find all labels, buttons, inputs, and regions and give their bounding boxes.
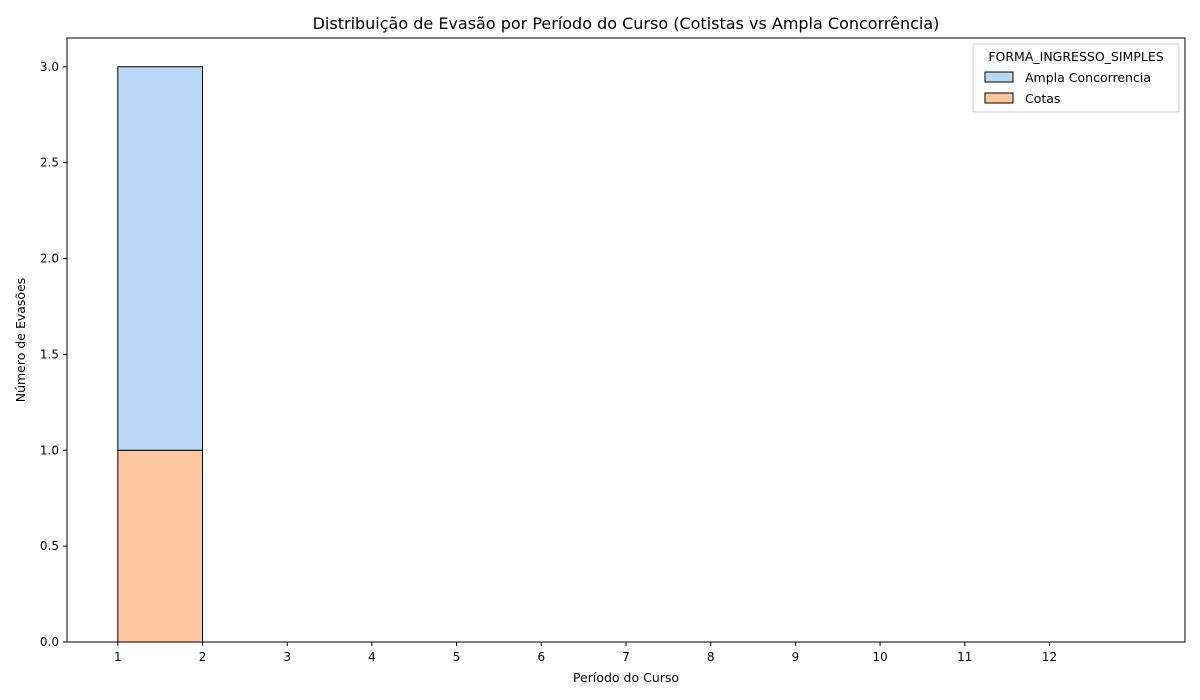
y-tick-label: 0.0 (40, 635, 59, 649)
legend-swatch-cotas (984, 92, 1014, 104)
legend-title: FORMA_INGRESSO_SIMPLES (988, 49, 1163, 64)
legend-box (972, 43, 1180, 113)
bar-ampla-concorrencia-bin-1 (117, 66, 204, 451)
bar-cotas-bin-1 (117, 449, 204, 643)
x-axis-title: Período do Curso (573, 670, 679, 685)
legend-swatch-ampla-concorrencia (984, 71, 1014, 83)
x-tick-label: 10 (872, 650, 887, 664)
x-tick-label: 9 (792, 650, 800, 664)
x-tick-label: 7 (622, 650, 630, 664)
x-tick-label: 12 (1042, 650, 1057, 664)
plot-frame (66, 37, 1186, 643)
x-tick-label: 11 (957, 650, 972, 664)
y-axis: 0.0 0.5 1.0 1.5 2.0 2.5 3.0 (40, 60, 67, 649)
y-tick-label: 0.5 (40, 539, 59, 553)
y-tick-label: 2.5 (40, 156, 59, 170)
bars-group (117, 66, 204, 643)
legend: FORMA_INGRESSO_SIMPLES Ampla Concorrenci… (972, 43, 1180, 113)
x-tick-label: 5 (453, 650, 461, 664)
x-tick-label: 1 (114, 650, 122, 664)
x-axis: 1 2 3 4 5 6 7 8 9 10 11 12 (114, 642, 1057, 664)
x-tick-label: 2 (199, 650, 207, 664)
chart-title: Distribuição de Evasão por Período do Cu… (313, 14, 940, 33)
x-tick-label: 4 (368, 650, 376, 664)
legend-label-ampla-concorrencia: Ampla Concorrencia (1025, 70, 1151, 85)
y-tick-label: 2.0 (40, 252, 59, 266)
x-tick-label: 6 (537, 650, 545, 664)
y-axis-title: Número de Evasões (13, 278, 28, 403)
x-tick-label: 8 (707, 650, 715, 664)
x-tick-label: 3 (283, 650, 291, 664)
y-tick-label: 3.0 (40, 60, 59, 74)
y-tick-label: 1.5 (40, 347, 59, 361)
legend-label-cotas: Cotas (1025, 91, 1060, 106)
y-tick-label: 1.0 (40, 443, 59, 457)
